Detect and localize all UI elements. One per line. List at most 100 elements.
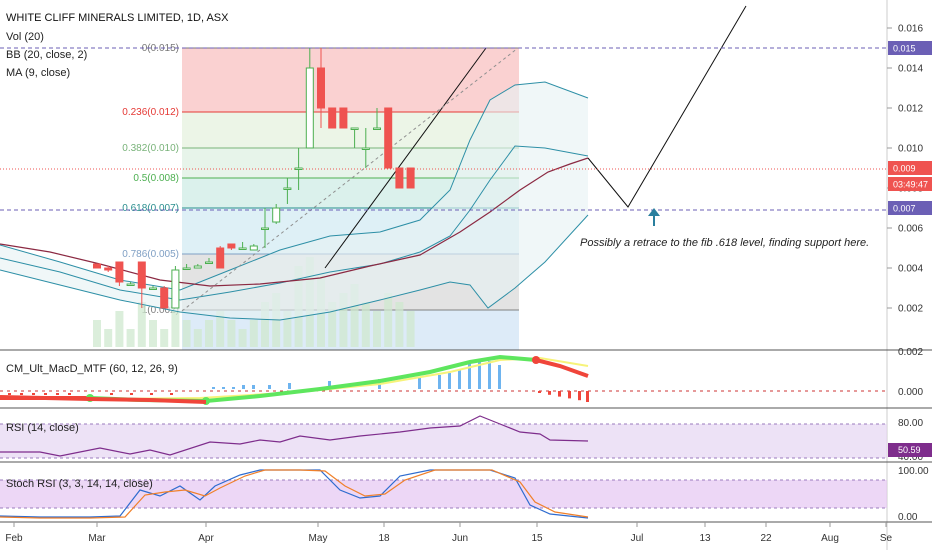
candle-body xyxy=(149,287,157,290)
candle-body xyxy=(261,227,269,230)
volume-bar xyxy=(384,293,393,347)
macd-hist-bar xyxy=(170,393,173,395)
rsi-value-tag xyxy=(888,443,932,457)
macd-legend[interactable]: CM_Ult_MacD_MTF (60, 12, 26, 9) xyxy=(6,363,178,375)
macd-hist-bar xyxy=(458,369,461,389)
price-axis[interactable]: 0.0160.0140.0120.0100.0080.0060.0040.002… xyxy=(886,0,932,550)
macd-line-falling xyxy=(0,395,207,404)
candle-body xyxy=(395,167,404,189)
fib-level-label: 0.786(0.005) xyxy=(122,249,179,260)
fib-zone xyxy=(182,48,519,112)
price-tick-label: 0.002 xyxy=(898,304,923,315)
candle-body xyxy=(305,67,314,149)
volume-bar xyxy=(126,329,135,347)
rsi-pane: RSI (14, close) 80.00 40.00 50.59 xyxy=(0,415,932,463)
macd-hist-bar xyxy=(548,391,551,395)
candle-body xyxy=(373,127,381,130)
macd-hist-bar xyxy=(586,391,589,402)
macd-hist-bar xyxy=(558,391,561,397)
volume-bar xyxy=(182,320,191,347)
macd-hist-bar xyxy=(578,391,581,401)
trend-line[interactable] xyxy=(324,47,487,269)
legend-ma[interactable]: MA (9, close) xyxy=(6,67,70,79)
projection-path[interactable] xyxy=(587,5,747,208)
price-tag-label: 03:49:47 xyxy=(893,180,928,190)
volume-bar xyxy=(328,302,337,347)
price-tick-label: 0.016 xyxy=(898,24,923,35)
volume-bar xyxy=(227,320,236,347)
macd-hist-bar xyxy=(438,375,441,389)
stoch-tick: 0.00 xyxy=(898,512,918,523)
legend-vol[interactable]: Vol (20) xyxy=(6,31,44,43)
fib-level-label: 0.382(0.010) xyxy=(122,143,179,154)
candle-body xyxy=(272,207,281,223)
candle-body xyxy=(205,261,213,264)
volume-bar xyxy=(216,311,225,347)
volume-bar xyxy=(283,311,292,347)
candle-body xyxy=(317,67,325,109)
stoch-d-line xyxy=(0,469,589,519)
volume-bar xyxy=(238,329,247,347)
price-tick-label: 0.014 xyxy=(898,64,923,75)
bollinger-band-fill xyxy=(0,82,588,320)
volume-bar xyxy=(361,302,370,347)
macd-hist-bar xyxy=(288,383,291,389)
price-tag-label: 0.015 xyxy=(893,44,916,54)
volume-bar xyxy=(193,329,202,347)
rsi-legend[interactable]: RSI (14, close) xyxy=(6,422,79,434)
arrow-up-icon xyxy=(648,208,660,226)
volume-bar xyxy=(249,320,258,347)
time-tick-label: 18 xyxy=(378,533,390,544)
fib-level-label: 0(0.015) xyxy=(142,43,179,54)
legend-bb[interactable]: BB (20, close, 2) xyxy=(6,49,87,61)
time-tick-label: Apr xyxy=(198,533,214,544)
candle-body xyxy=(216,247,225,269)
time-tick-label: Se xyxy=(880,533,893,544)
time-tick-label: Jul xyxy=(631,533,644,544)
price-tick-label: 0.004 xyxy=(898,264,923,275)
macd-hist-bar xyxy=(268,385,271,389)
macd-pane: CM_Ult_MacD_MTF (60, 12, 26, 9) 0.002 0.… xyxy=(0,347,923,405)
macd-cross-dot xyxy=(532,356,540,364)
price-tag xyxy=(888,201,932,215)
candle-body xyxy=(171,269,180,309)
candle-body xyxy=(126,283,135,286)
time-tick-label: 13 xyxy=(699,533,711,544)
macd-hist-bar xyxy=(448,373,451,389)
candle-body xyxy=(294,167,303,170)
candle-body xyxy=(182,267,191,270)
fib-level-label: 1(0.002) xyxy=(142,305,179,316)
volume-bar xyxy=(171,311,180,347)
candle-body xyxy=(193,265,202,269)
volume-bar xyxy=(395,302,404,347)
volume-bar xyxy=(339,293,348,347)
macd-hist-bar xyxy=(418,377,421,389)
macd-hist-bar xyxy=(222,387,225,389)
candle-body xyxy=(339,107,348,129)
volume-bar xyxy=(149,320,157,347)
stoch-tick: 100.00 xyxy=(898,466,929,477)
macd-hist-bar xyxy=(32,393,35,395)
time-tick-label: Jun xyxy=(452,533,468,544)
volume-bar xyxy=(406,311,415,347)
volume-bar xyxy=(93,320,101,347)
main-pane: 0(0.015) 0.236(0.012) 0.382(0.010) 0.5(0.00… xyxy=(0,5,887,350)
macd-hist-bar xyxy=(110,393,113,395)
candle-body xyxy=(283,187,292,190)
stoch-legend[interactable]: Stoch RSI (3, 3, 14, 14, close) xyxy=(6,478,153,490)
candle-body xyxy=(384,107,393,169)
time-tick-label: 15 xyxy=(531,533,543,544)
price-tag-label: 0.009 xyxy=(893,164,916,174)
time-axis[interactable]: Feb Mar Apr May 18 Jun 15 Jul 13 22 Aug Se xyxy=(5,522,893,544)
macd-hist-bar xyxy=(150,393,153,395)
volume-bar xyxy=(205,320,213,347)
time-tick-label: Mar xyxy=(88,533,106,544)
macd-hist-bar xyxy=(212,387,215,389)
rsi-line xyxy=(0,415,589,457)
macd-hist-bar xyxy=(328,381,331,389)
volume-bar xyxy=(115,311,124,347)
price-tick-label: 0.006 xyxy=(898,224,923,235)
macd-hist-bar xyxy=(242,385,245,389)
stoch-rsi-pane: Stoch RSI (3, 3, 14, 14, close) 100.00 0… xyxy=(0,466,929,523)
